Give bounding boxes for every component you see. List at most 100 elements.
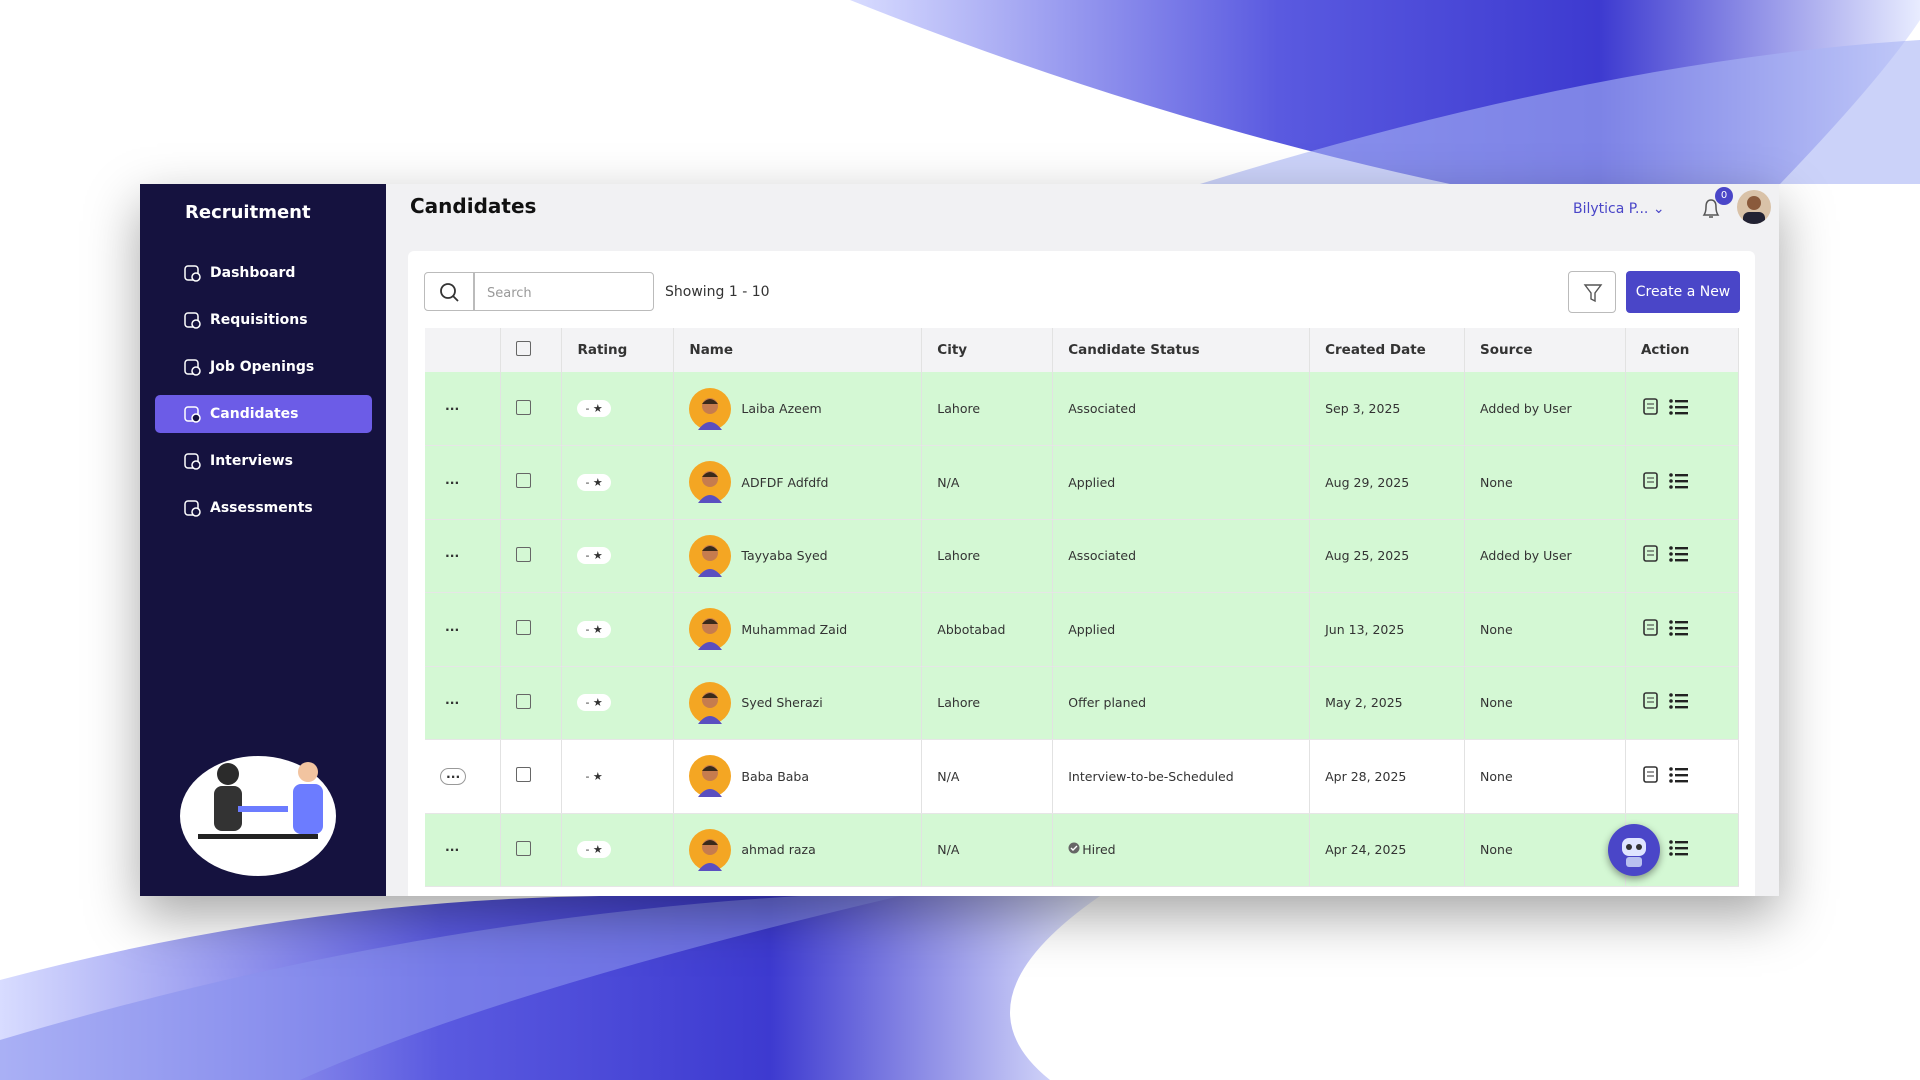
row: ··· - ★ Tayyaba Syed Lahore Associated Aug 25…: [425, 519, 1740, 593]
rating-text: -: [585, 622, 590, 636]
row-menu[interactable]: ···: [425, 592, 502, 667]
nav-item[interactable]: Candidates: [155, 395, 372, 433]
star: ★: [589, 696, 603, 710]
cell: Laiba Azeem: [673, 372, 923, 446]
rating: - ★: [577, 620, 611, 638]
rating-text: -: [585, 475, 590, 489]
rating-cell: - ★: [561, 519, 675, 593]
row-check[interactable]: [500, 739, 563, 814]
cell: Syed Sherazi: [673, 666, 923, 740]
candidate-avatar: [689, 387, 732, 430]
nav-item[interactable]: Dashboard: [155, 254, 372, 292]
row-check[interactable]: [500, 445, 563, 520]
city: N/A: [921, 813, 1054, 887]
nav-label[interactable]: Interviews: [210, 453, 293, 469]
created-date: Aug 29, 2025: [1309, 445, 1466, 520]
created-date: Apr 28, 2025: [1309, 739, 1466, 814]
nav-label[interactable]: Job Openings: [210, 359, 315, 375]
app-window: Recruitment Dashboard Requisitions Job Ope…: [140, 184, 1779, 896]
cell: ahmad raza: [673, 813, 923, 887]
source: None: [1464, 813, 1626, 887]
sidebar-title: Recruitment: [185, 202, 311, 223]
illustration: [180, 756, 336, 876]
city: Lahore: [921, 372, 1054, 446]
candidate-name: Baba Baba: [741, 768, 810, 784]
rating-text: -: [585, 769, 590, 783]
city: Lahore: [921, 666, 1054, 740]
candidate-name: Tayyaba Syed: [741, 548, 828, 564]
nav-item[interactable]: Interviews: [155, 442, 372, 480]
nav-label[interactable]: Dashboard: [210, 265, 296, 281]
card: Search Showing 1 - 10 Create a New Ratin…: [408, 251, 1755, 896]
actions[interactable]: [1625, 445, 1740, 520]
row-check[interactable]: [500, 813, 563, 887]
status: Applied: [1068, 474, 1116, 490]
header-cell: [425, 328, 502, 372]
header-cell: [500, 328, 563, 372]
status: Associated: [1068, 401, 1137, 416]
candidate-name: ahmad raza: [741, 842, 816, 858]
status-cell: Applied: [1052, 445, 1311, 520]
chat-bot[interactable]: [1608, 824, 1660, 876]
row-menu[interactable]: ···: [425, 739, 502, 814]
status-cell: Associated: [1052, 372, 1311, 446]
actions[interactable]: [1625, 739, 1740, 814]
row-check[interactable]: [500, 372, 563, 446]
rating-text: -: [585, 549, 590, 563]
source: None: [1464, 739, 1626, 814]
rating-cell: - ★: [561, 666, 675, 740]
nav-label[interactable]: Assessments: [210, 500, 313, 516]
row-menu[interactable]: ···: [425, 372, 502, 446]
status: Hired: [1082, 842, 1116, 858]
nav-label[interactable]: Candidates: [210, 406, 299, 422]
rating: - ★: [577, 473, 611, 491]
actions[interactable]: [1625, 372, 1740, 446]
row-check[interactable]: [500, 592, 563, 667]
star: ★: [589, 475, 603, 489]
nav-item[interactable]: Requisitions: [155, 301, 372, 339]
notification-badge: 0: [1715, 187, 1733, 205]
showing: Showing 1 - 10: [665, 284, 770, 300]
rating-cell: - ★: [561, 592, 675, 667]
created-date: Aug 25, 2025: [1309, 519, 1466, 593]
row-menu[interactable]: ···: [425, 519, 502, 593]
row-menu[interactable]: ···: [425, 445, 502, 520]
name-cell: ADFDF Adfdfd: [689, 461, 920, 504]
user-menu[interactable]: Bilytica P... ⌄: [1573, 201, 1665, 217]
avatar[interactable]: [1737, 190, 1771, 224]
source: None: [1464, 445, 1626, 520]
row: ··· - ★ ADFDF Adfdfd N/A Applied Aug 29, 2025…: [425, 445, 1740, 520]
actions[interactable]: [1625, 592, 1740, 667]
city: Abbotabad: [921, 592, 1054, 667]
row-check[interactable]: [500, 519, 563, 593]
name-cell: Baba Baba: [689, 755, 920, 798]
row-menu[interactable]: ···: [425, 813, 502, 887]
row-menu[interactable]: ···: [425, 666, 502, 740]
bell[interactable]: [1700, 196, 1722, 222]
status-cell: Interview-to-be-Scheduled: [1052, 739, 1311, 814]
column-header: Created Date: [1309, 328, 1466, 372]
actions[interactable]: [1625, 666, 1740, 740]
nav-item[interactable]: Job Openings: [155, 348, 372, 386]
candidate-name: Syed Sherazi: [741, 695, 823, 711]
rating: - ★: [577, 547, 611, 565]
search-button[interactable]: [424, 272, 474, 311]
nav-item[interactable]: Assessments: [155, 489, 372, 527]
name-cell: Syed Sherazi: [689, 681, 920, 724]
create-button[interactable]: Create a New: [1626, 271, 1740, 313]
created-date: May 2, 2025: [1309, 666, 1466, 740]
star: ★: [589, 622, 603, 636]
created-date: Sep 3, 2025: [1309, 372, 1466, 446]
user-name[interactable]: Bilytica P...: [1573, 201, 1649, 217]
search-input[interactable]: Search: [474, 272, 654, 311]
actions[interactable]: [1625, 519, 1740, 593]
nav-label[interactable]: Requisitions: [210, 312, 308, 328]
filter[interactable]: [1568, 271, 1616, 313]
status-cell: Applied: [1052, 592, 1311, 667]
city: Lahore: [921, 519, 1054, 593]
rating-cell: - ★: [561, 372, 675, 446]
star: ★: [589, 769, 603, 783]
page-title: Candidates: [410, 194, 537, 218]
row-check[interactable]: [500, 666, 563, 740]
created-date: Jun 13, 2025: [1309, 592, 1466, 667]
